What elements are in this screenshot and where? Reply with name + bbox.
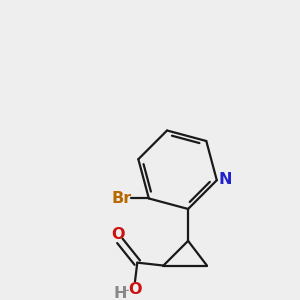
Text: H: H: [114, 286, 127, 300]
Text: O: O: [112, 227, 125, 242]
Text: N: N: [218, 172, 232, 187]
Text: O: O: [128, 282, 142, 297]
Text: Br: Br: [112, 191, 132, 206]
